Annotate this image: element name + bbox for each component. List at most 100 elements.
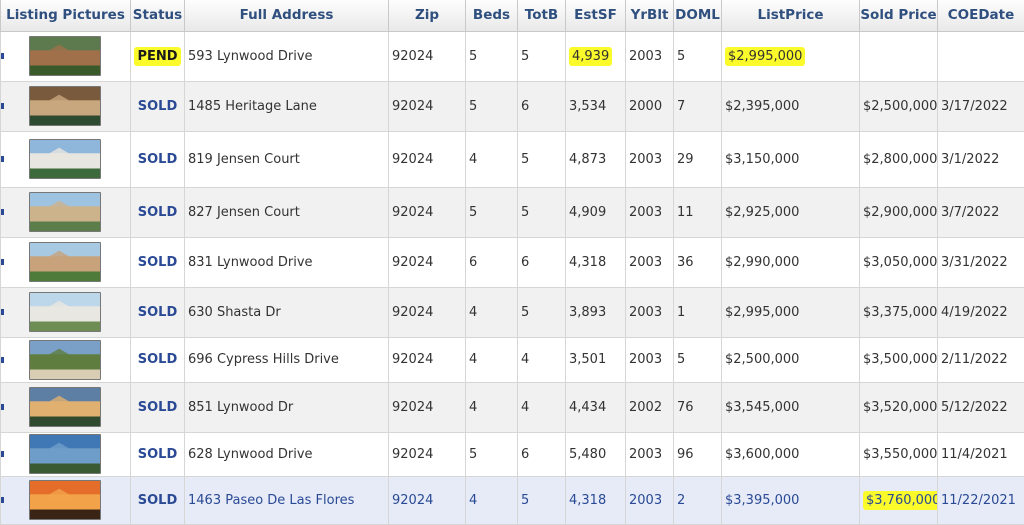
- beds-cell: 5: [466, 187, 518, 237]
- col-header-beds[interactable]: Beds: [466, 0, 518, 31]
- address-link[interactable]: 831 Lynwood Drive: [185, 237, 389, 287]
- col-header-full-address[interactable]: Full Address: [185, 0, 389, 31]
- zip-cell-text: 92024: [392, 305, 433, 320]
- house-photo[interactable]: [29, 139, 101, 179]
- listing-photo-cell[interactable]: [1, 287, 131, 337]
- address-link-text: 593 Lynwood Drive: [188, 49, 313, 64]
- totb-cell-text: 5: [521, 305, 529, 320]
- house-photo[interactable]: [29, 192, 101, 232]
- yrblt-cell: 2003: [626, 187, 674, 237]
- zip-cell: 92024: [389, 81, 466, 131]
- address-link[interactable]: 827 Jensen Court: [185, 187, 389, 237]
- yrblt-cell-text: 2003: [629, 447, 662, 462]
- sold-price-cell: $3,500,000: [860, 337, 938, 382]
- address-link[interactable]: 1463 Paseo De Las Flores: [185, 476, 389, 524]
- listing-photo-cell[interactable]: [1, 237, 131, 287]
- status-badge[interactable]: SOLD: [131, 432, 185, 476]
- house-photo[interactable]: [29, 86, 101, 126]
- status-badge[interactable]: PEND: [131, 31, 185, 81]
- sold-price-cell-text: $3,500,000: [863, 352, 937, 367]
- col-header-zip[interactable]: Zip: [389, 0, 466, 31]
- house-photo[interactable]: [29, 242, 101, 282]
- yrblt-cell: 2003: [626, 287, 674, 337]
- col-header-coedate[interactable]: COEDate: [938, 0, 1024, 31]
- col-header-doml[interactable]: DOML: [674, 0, 722, 31]
- address-link[interactable]: 1485 Heritage Lane: [185, 81, 389, 131]
- list-price-cell-text: $2,995,000: [725, 305, 799, 320]
- status-badge[interactable]: SOLD: [131, 287, 185, 337]
- listing-photo-cell[interactable]: [1, 31, 131, 81]
- sold-price-cell: $3,550,000: [860, 432, 938, 476]
- address-link[interactable]: 851 Lynwood Dr: [185, 382, 389, 432]
- sold-price-cell-text: $3,520,000: [863, 400, 937, 415]
- status-badge[interactable]: SOLD: [131, 476, 185, 524]
- col-header-status[interactable]: Status: [131, 0, 185, 31]
- doml-cell-text: 5: [677, 49, 685, 64]
- listing-photo-cell[interactable]: [1, 476, 131, 524]
- address-link-text: 831 Lynwood Drive: [188, 255, 313, 270]
- zip-cell-text: 92024: [392, 400, 433, 415]
- sold-price-cell: $3,520,000: [860, 382, 938, 432]
- list-price-cell: $2,395,000: [722, 81, 860, 131]
- listing-photo-cell[interactable]: [1, 131, 131, 187]
- address-link[interactable]: 628 Lynwood Drive: [185, 432, 389, 476]
- sold-price-cell-text: $3,550,000: [863, 447, 937, 462]
- address-link[interactable]: 696 Cypress Hills Drive: [185, 337, 389, 382]
- zip-cell: 92024: [389, 237, 466, 287]
- list-price-cell-text: $3,545,000: [725, 400, 799, 415]
- listing-photo-cell[interactable]: [1, 81, 131, 131]
- col-header-yrblt[interactable]: YrBlt: [626, 0, 674, 31]
- yrblt-cell-text: 2000: [629, 99, 662, 114]
- status-badge-text: SOLD: [138, 400, 178, 415]
- doml-cell: 96: [674, 432, 722, 476]
- beds-cell-text: 4: [469, 152, 477, 167]
- house-photo[interactable]: [29, 480, 101, 520]
- col-header-totb[interactable]: TotB: [518, 0, 566, 31]
- house-photo[interactable]: [29, 387, 101, 427]
- house-photo[interactable]: [29, 36, 101, 76]
- status-badge[interactable]: SOLD: [131, 131, 185, 187]
- zip-cell: 92024: [389, 131, 466, 187]
- estsf-cell: 4,939: [566, 31, 626, 81]
- listing-photo-cell[interactable]: [1, 337, 131, 382]
- doml-cell: 36: [674, 237, 722, 287]
- status-badge[interactable]: SOLD: [131, 187, 185, 237]
- status-badge-text: SOLD: [138, 205, 178, 220]
- listing-photo-cell[interactable]: [1, 432, 131, 476]
- list-price-cell-text: $3,395,000: [725, 493, 799, 508]
- address-link[interactable]: 630 Shasta Dr: [185, 287, 389, 337]
- house-photo[interactable]: [29, 340, 101, 380]
- status-badge[interactable]: SOLD: [131, 81, 185, 131]
- zip-cell: 92024: [389, 187, 466, 237]
- zip-cell-text: 92024: [392, 352, 433, 367]
- totb-cell-text: 6: [521, 99, 529, 114]
- col-header-listing-pictures[interactable]: Listing Pictures: [1, 0, 131, 31]
- address-link[interactable]: 819 Jensen Court: [185, 131, 389, 187]
- coe-date-cell: 11/22/2021: [938, 476, 1024, 524]
- house-photo[interactable]: [29, 434, 101, 474]
- list-price-cell: $3,545,000: [722, 382, 860, 432]
- col-header-sold-price[interactable]: Sold Price: [860, 0, 938, 31]
- header-row: Listing Pictures Status Full Address Zip…: [1, 0, 1024, 31]
- address-link-text: 851 Lynwood Dr: [188, 400, 293, 415]
- listing-photo-cell[interactable]: [1, 187, 131, 237]
- house-photo[interactable]: [29, 292, 101, 332]
- estsf-cell-text: 4,434: [569, 400, 606, 415]
- status-badge[interactable]: SOLD: [131, 237, 185, 287]
- col-header-estsf[interactable]: EstSF: [566, 0, 626, 31]
- address-link[interactable]: 593 Lynwood Drive: [185, 31, 389, 81]
- status-badge[interactable]: SOLD: [131, 337, 185, 382]
- status-badge[interactable]: SOLD: [131, 382, 185, 432]
- col-header-listprice[interactable]: ListPrice: [722, 0, 860, 31]
- listing-photo-cell[interactable]: [1, 382, 131, 432]
